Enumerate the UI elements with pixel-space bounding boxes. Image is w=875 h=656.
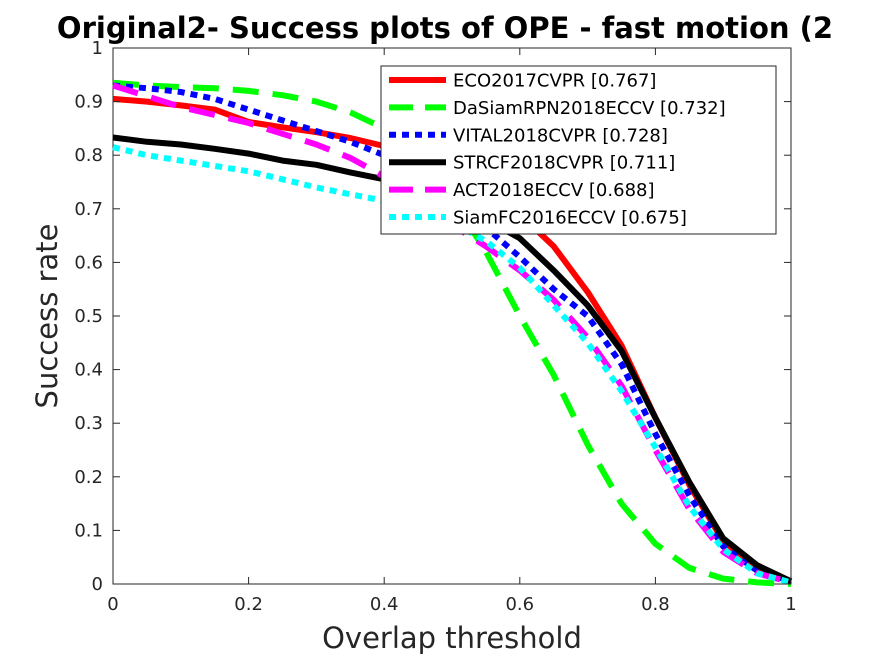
- y-axis-label: Success rate: [30, 224, 64, 409]
- x-tick-label: 0.8: [641, 594, 670, 615]
- legend-label-2: VITAL2018CVPR [0.728]: [453, 125, 668, 146]
- y-tick-label: 0.9: [74, 92, 103, 113]
- legend-label-5: SiamFC2016ECCV [0.675]: [453, 208, 687, 229]
- y-tick-label: 0.2: [74, 467, 103, 488]
- legend: ECO2017CVPR [0.767] DaSiamRPN2018ECCV [0.…: [380, 65, 777, 235]
- ticks-layer: 0 0.2 0.4 0.6 0.8 1 0 0.1 0.2 0.3 0.4 0.5 0.6 0.7 0.8 0…: [74, 38, 796, 615]
- x-tick-label: 0.6: [505, 594, 534, 615]
- y-tick-label: 0.5: [74, 306, 103, 327]
- y-tick-label: 0.1: [74, 520, 103, 541]
- x-tick-label: 0.4: [370, 594, 399, 615]
- x-axis-label: Overlap threshold: [322, 621, 582, 655]
- x-tick-label: 1: [785, 594, 796, 615]
- x-tick-label: 0.2: [234, 594, 263, 615]
- y-tick-label: 0.8: [74, 145, 103, 166]
- x-tick-label: 0: [107, 594, 118, 615]
- y-tick-label: 0: [92, 574, 103, 595]
- legend-label-4: ACT2018ECCV [0.688]: [453, 180, 655, 201]
- legend-label-1: DaSiamRPN2018ECCV [0.732]: [453, 98, 726, 119]
- y-tick-label: 0.7: [74, 199, 103, 220]
- chart-title: Original2- Success plots of OPE - fast m…: [57, 11, 833, 45]
- y-tick-label: 0.4: [74, 360, 103, 381]
- y-tick-label: 0.6: [74, 252, 103, 273]
- legend-label-3: STRCF2018CVPR [0.711]: [453, 153, 675, 174]
- legend-items: ECO2017CVPR [0.767] DaSiamRPN2018ECCV [0.…: [389, 71, 726, 229]
- y-tick-label: 1: [92, 38, 103, 59]
- legend-label-0: ECO2017CVPR [0.767]: [453, 71, 656, 92]
- legend-box: [380, 65, 777, 235]
- y-tick-label: 0.3: [74, 413, 103, 434]
